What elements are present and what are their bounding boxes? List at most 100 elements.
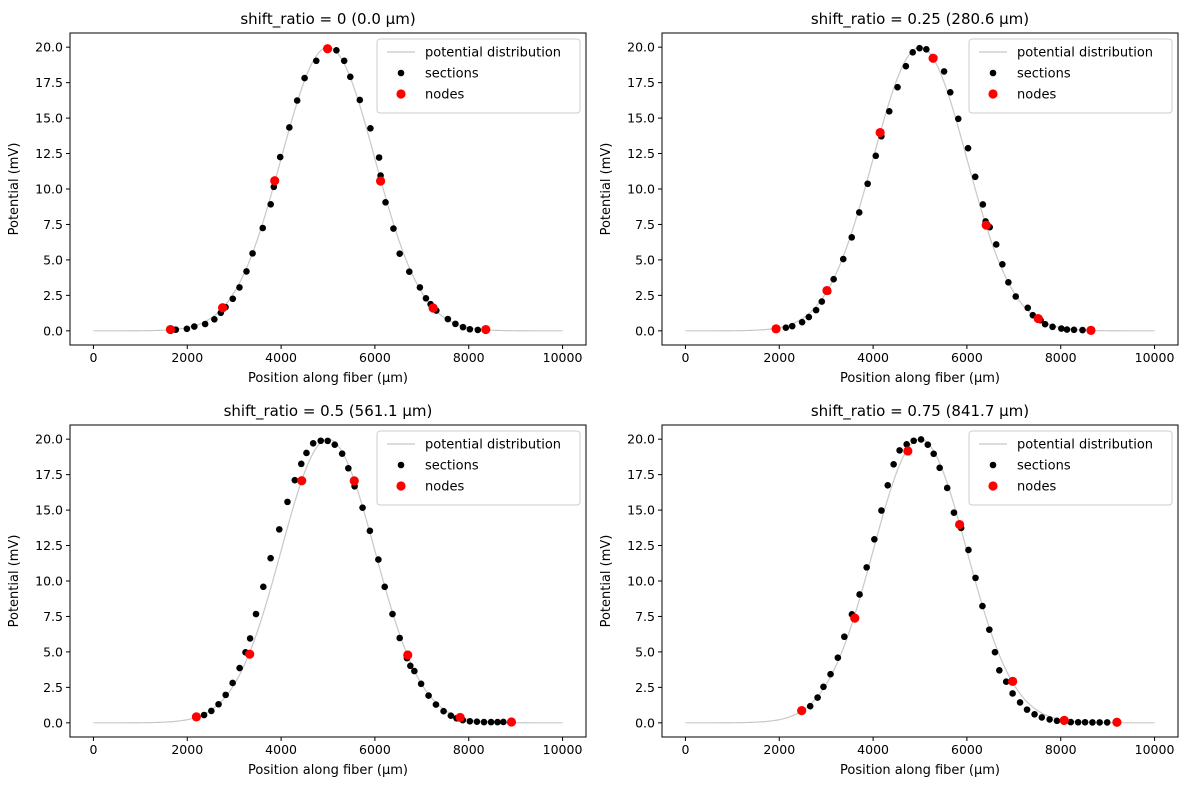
node-point [506, 717, 517, 727]
legend-sections-swatch [397, 69, 405, 77]
node-point [322, 44, 333, 54]
section-point [1070, 326, 1078, 334]
section-point [229, 295, 237, 303]
section-point [297, 460, 305, 468]
node-point [875, 127, 885, 138]
section-point [246, 635, 254, 642]
section-point [284, 498, 291, 506]
section-point [324, 437, 332, 445]
section-point [946, 88, 954, 96]
section-point [375, 556, 382, 563]
section-point [432, 701, 440, 708]
section-point [936, 464, 943, 472]
section-point [986, 626, 993, 633]
section-point [1024, 304, 1032, 312]
plot-frame [69, 32, 587, 346]
y-tick-label: 17.5 [627, 75, 655, 90]
section-point [252, 610, 260, 618]
section-point [447, 712, 455, 720]
y-tick-label: 2.5 [635, 680, 655, 695]
section-point [848, 234, 856, 241]
section-point [208, 707, 215, 715]
node-point [1059, 715, 1069, 726]
section-point [872, 152, 880, 160]
subplot-2: shift_ratio = 0.25 (280.6 μm) 0 2000 4000 60… [599, 10, 1179, 386]
legend: potential distribution sections nodes [968, 38, 1173, 114]
x-tick-label: 10000 [1135, 742, 1175, 757]
section-point [480, 718, 488, 726]
nodes-series [191, 476, 517, 727]
section-point [909, 48, 917, 56]
node-point [1112, 717, 1122, 727]
y-tick-label: 5.0 [635, 644, 655, 659]
y-tick-label: 0.0 [43, 715, 63, 730]
section-point [243, 268, 250, 275]
section-point [964, 144, 972, 152]
x-tick-label: 4000 [265, 350, 297, 365]
legend-label-nodes: nodes [425, 480, 464, 495]
section-point [459, 323, 467, 331]
section-point [222, 691, 229, 699]
section-point [950, 509, 958, 516]
legend: potential distribution sections nodes [968, 430, 1173, 506]
section-point [317, 437, 325, 445]
section-point [1081, 718, 1089, 726]
subplot-title: shift_ratio = 0.25 (280.6 μm) [811, 10, 1029, 29]
node-point [928, 53, 938, 63]
section-point [806, 702, 814, 710]
node-point [903, 446, 913, 456]
y-tick-label: 15.0 [627, 503, 655, 518]
section-point [331, 441, 339, 449]
section-point [902, 62, 910, 70]
section-point [345, 464, 352, 472]
node-point [245, 649, 255, 659]
legend-label-sections: sections [1017, 67, 1071, 82]
y-axis: 0.0 2.5 5.0 7.5 10.0 12.5 15.0 17.5 20.0 Potentia… [599, 40, 662, 338]
legend-label-potential: potential distribution [1017, 46, 1153, 61]
section-point [834, 654, 842, 662]
section-point [275, 526, 283, 533]
section-point [473, 718, 481, 725]
y-tick-label: 5.0 [43, 252, 63, 267]
y-tick-label: 2.5 [635, 288, 655, 303]
section-point [814, 694, 821, 701]
section-point [229, 679, 236, 687]
section-point [333, 47, 340, 54]
section-point [487, 718, 495, 726]
section-point [916, 44, 923, 52]
section-point [1041, 320, 1049, 328]
x-tick-label: 6000 [951, 350, 983, 365]
x-axis-label: Position along fiber (μm) [248, 371, 408, 386]
y-axis: 0.0 2.5 5.0 7.5 10.0 12.5 15.0 17.5 20.0 Potentia… [7, 40, 70, 338]
section-point [422, 295, 430, 302]
section-point [500, 718, 507, 726]
section-point [375, 154, 383, 161]
node-point [1008, 676, 1018, 687]
x-axis: 0 2000 4000 6000 8000 10000 Position along fib… [89, 345, 582, 386]
section-point [1053, 717, 1061, 725]
legend-label-sections: sections [425, 459, 479, 474]
node-point [270, 176, 280, 186]
legend-label-nodes: nodes [1017, 88, 1056, 103]
section-point [407, 662, 414, 670]
section-point [971, 173, 979, 181]
section-point [884, 481, 892, 489]
subplot-1: shift_ratio = 0 (0.0 μm) 0 2000 4000 6000 800… [7, 10, 587, 386]
node-point [217, 303, 228, 313]
section-point [820, 683, 827, 691]
section-point [991, 648, 999, 656]
y-axis-label: Potential (mV) [599, 143, 614, 236]
legend-label-sections: sections [425, 67, 479, 82]
legend-box [376, 430, 581, 506]
legend-label-sections: sections [1017, 459, 1071, 474]
node-point [850, 613, 860, 623]
y-tick-label: 0.0 [635, 715, 655, 730]
section-point [452, 320, 459, 328]
section-point [396, 250, 403, 257]
legend-label-nodes: nodes [1017, 480, 1056, 495]
legend: potential distribution sections nodes [376, 430, 581, 506]
section-point [818, 298, 826, 305]
y-tick-label: 17.5 [35, 75, 63, 90]
section-point [389, 610, 396, 618]
y-axis: 0.0 2.5 5.0 7.5 10.0 12.5 15.0 17.5 20.0 Potentia… [599, 432, 662, 730]
